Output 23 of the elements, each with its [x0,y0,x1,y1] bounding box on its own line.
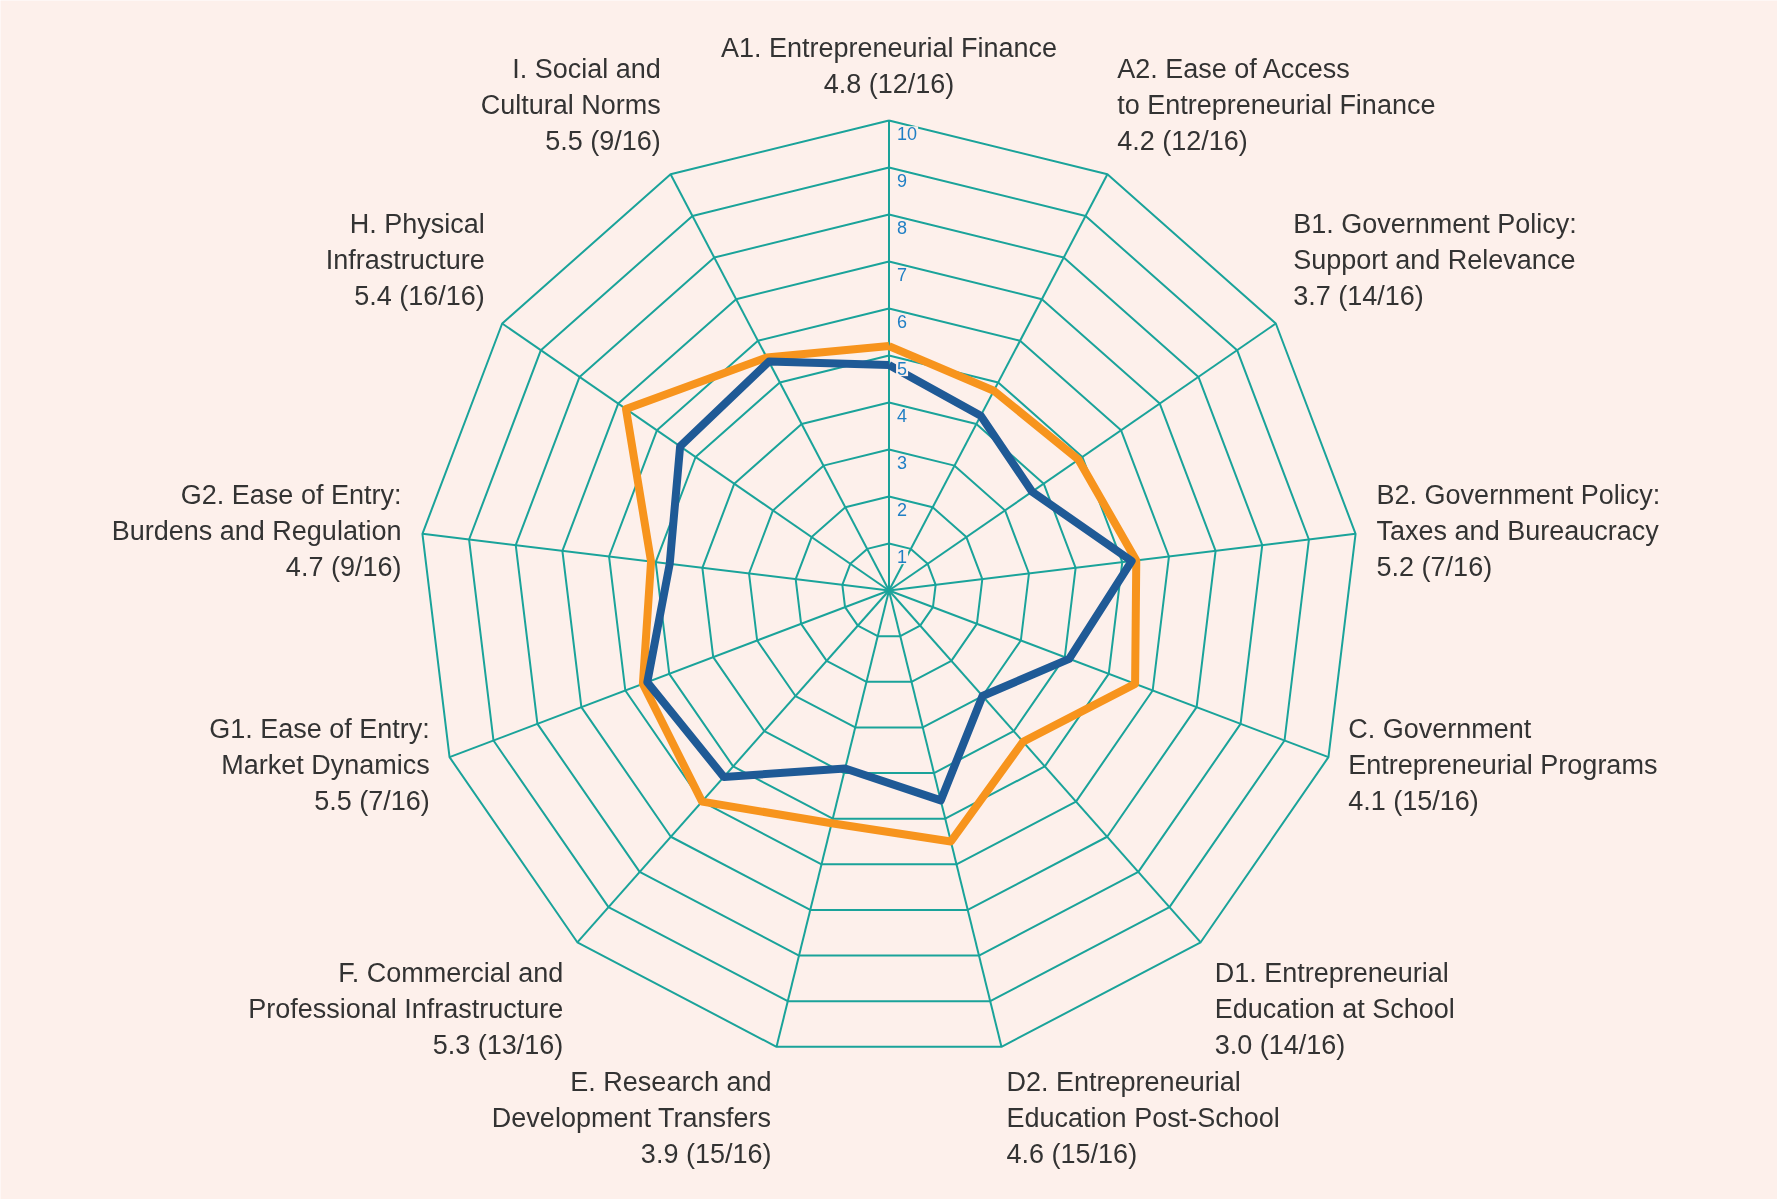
spoke-label: F. Commercial and Professional Infrastructure 5.3 (13/16) [248,958,564,1061]
spoke-label: E. Research and Development Transfers 3.9 (15/16) [491,1067,772,1170]
spoke-label: C. Government Entrepreneurial Programs 4.1 (15/16) [1348,713,1658,816]
spoke-label: B1. Government Policy: Support and Relevance 3.7 (14/16) [1293,209,1577,312]
y-tick-label: 9 [897,171,908,192]
y-tick-label: 6 [897,312,908,333]
spoke-label: I. Social and Cultural Norms 5.5 (9/16) [480,53,661,156]
spoke-label: D1. Entrepreneurial Education at School 3.0 (14/16) [1214,958,1455,1061]
spoke-label: B2. Government Policy: Taxes and Bureaucracy 5.2 (7/16) [1376,480,1661,583]
y-tick-label: 3 [897,453,908,474]
y-tick-label: 5 [897,359,908,380]
y-tick-label: 1 [897,547,908,568]
y-tick-label: 2 [897,500,908,521]
y-tick-label: 7 [897,265,908,286]
spoke-label: G1. Ease of Entry: Market Dynamics 5.5 (7/16) [209,713,430,816]
y-tick-label: 10 [897,124,918,145]
spoke-label: H. Physical Infrastructure 5.4 (16/16) [325,209,485,312]
y-tick-label: 8 [897,218,908,239]
y-tick-label: 4 [897,406,908,427]
spoke-label: A1. Entrepreneurial Finance 4.8 (12/16) [720,33,1058,100]
spoke-label: G2. Ease of Entry: Burdens and Regulation 4.7 (9/16) [111,480,402,583]
spoke-label: D2. Entrepreneurial Education Post-School 4.6 (15/16) [1006,1067,1280,1170]
spoke-label: A2. Ease of Access to Entrepreneurial Finance 4.2 (12/16) [1117,53,1436,156]
